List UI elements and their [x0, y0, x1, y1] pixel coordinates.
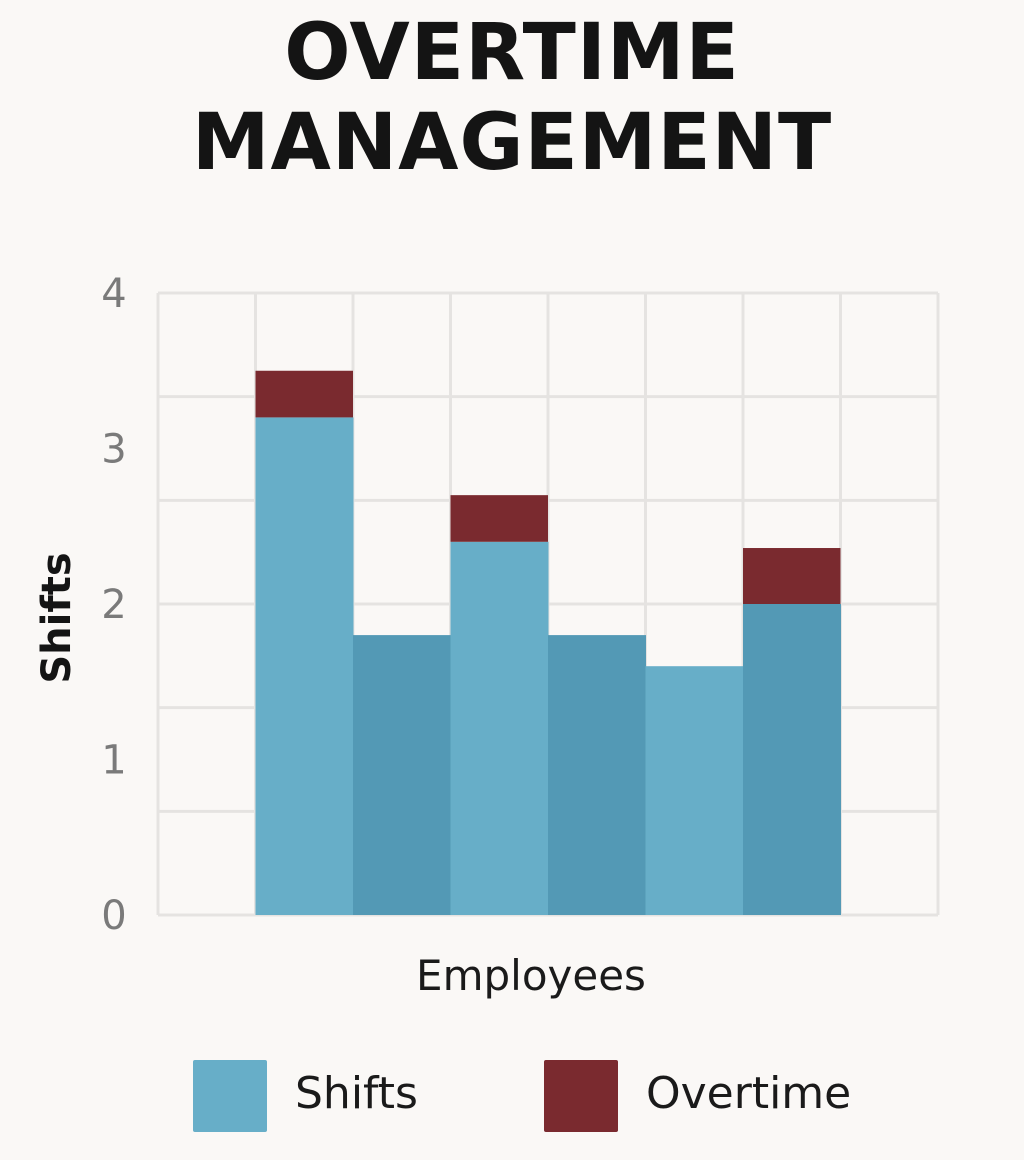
bar-overtime [450, 495, 548, 542]
y-tick-label: 0 [101, 893, 126, 939]
chart-title-line-1: OVERTIME [284, 8, 740, 98]
bar-shifts [353, 635, 451, 915]
bar-shifts [548, 635, 646, 915]
legend-label-overtime: Overtime [646, 1068, 852, 1119]
y-tick-label: 4 [101, 271, 126, 317]
y-tick-label: 3 [101, 427, 126, 473]
y-tick-label: 2 [101, 582, 126, 628]
chart-title-line-2: MANAGEMENT [191, 98, 833, 188]
legend-swatch-shifts [193, 1060, 267, 1132]
bars [255, 370, 841, 915]
bar-shifts [743, 604, 841, 915]
bar-overtime [255, 370, 353, 418]
x-axis-label: Employees [416, 951, 646, 1000]
bar-shifts [645, 666, 744, 915]
y-axis-label: Shifts [34, 552, 80, 683]
y-tick-labels: 0 1 2 3 4 [101, 271, 126, 939]
legend: Shifts Overtime [0, 1058, 1024, 1134]
y-tick-label: 1 [101, 738, 126, 784]
legend-swatch-overtime [544, 1060, 618, 1132]
legend-label-shifts: Shifts [295, 1068, 418, 1119]
bar-shifts [450, 541, 549, 915]
bar-shifts [255, 417, 354, 915]
chart-title: OVERTIME MANAGEMENT [0, 8, 1024, 188]
bar-overtime [743, 548, 841, 604]
